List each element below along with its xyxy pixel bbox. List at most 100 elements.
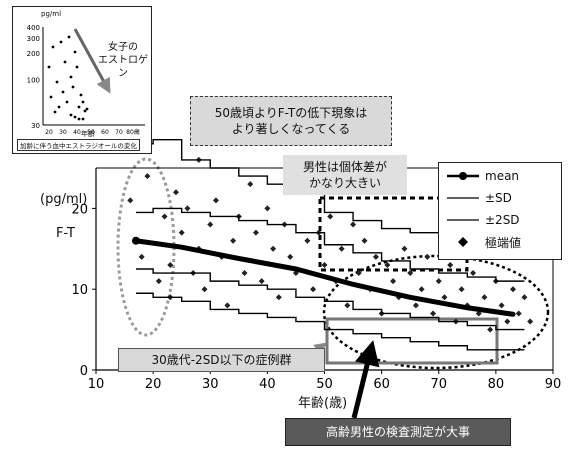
scatter-point: [372, 253, 379, 260]
scatter-point: [338, 245, 345, 252]
legend-mean-icon: [447, 172, 479, 180]
scatter-point: [350, 221, 357, 228]
x-tick-label: 80: [488, 377, 505, 392]
sd-lower-line: [135, 268, 525, 331]
legend-item-mean: mean: [445, 167, 519, 185]
scatter-point: [412, 302, 419, 309]
inset-point: [65, 100, 69, 104]
scatter-point: [361, 237, 368, 244]
inset-point: [61, 90, 65, 94]
inset-point: [73, 50, 77, 54]
scatter-point: [418, 286, 425, 293]
inset-point: [77, 117, 81, 121]
scatter-point: [207, 221, 214, 228]
inset-point: [73, 115, 77, 119]
scatter-point: [252, 229, 259, 236]
mean-series-line: [133, 238, 516, 317]
scatter-point: [521, 294, 528, 301]
inset-y-tick: 400: [27, 24, 40, 32]
inset-x-tick: 50: [87, 129, 95, 136]
legend-item-extreme: 極端値: [445, 233, 521, 251]
inset-x-label: 年齢: [81, 130, 95, 138]
x-tick-label: 20: [145, 377, 162, 392]
chart-legend: mean ±SD ±2SD 極端値: [438, 162, 562, 260]
inset-caption: 加齢に伴う血中エストラジオールの変化: [17, 139, 140, 151]
inset-y-tick: 30: [31, 122, 40, 130]
scatter-point: [355, 270, 362, 277]
legend-diamond-icon: [458, 237, 468, 247]
inset-y-tick: 300: [27, 35, 40, 43]
scatter-point: [224, 302, 231, 309]
scatter-point: [161, 213, 168, 220]
legend-sd-icon: [447, 197, 479, 199]
mean-start-marker: [131, 236, 140, 245]
inset-y-tick: 100: [27, 76, 40, 84]
annotation-decline: 50歳頃よりF-Tの低下現象は より著しくなってくる: [190, 96, 392, 146]
inset-x-tick: 20: [45, 129, 53, 136]
sd2-lower-line: [135, 292, 525, 351]
inset-y-tick: 200: [27, 50, 40, 58]
scatter-point: [201, 286, 208, 293]
inset-point: [69, 113, 73, 117]
scatter-point: [144, 173, 151, 180]
scatter-point: [407, 270, 414, 277]
scatter-point: [481, 294, 488, 301]
legend-2sd-icon: [447, 219, 479, 221]
scatter-point: [458, 286, 465, 293]
scatter-point: [167, 261, 174, 268]
scatter-point: [401, 245, 408, 252]
scatter-point: [498, 302, 505, 309]
scatter-point: [172, 189, 179, 196]
scatter-point: [510, 286, 517, 293]
scatter-point: [390, 278, 397, 285]
inset-point: [59, 40, 63, 44]
inset-plot: 30 100 200 300 400 20 30 40 50 60 70 80歳: [27, 24, 145, 136]
scatter-point: [424, 253, 431, 260]
scatter-point: [384, 261, 391, 268]
scatter-point: [430, 310, 437, 317]
x-tick-label: 60: [373, 377, 390, 392]
x-tick-label: 70: [430, 377, 447, 392]
mean-line: [131, 236, 516, 317]
scatter-point: [241, 270, 248, 277]
scatter-points: [127, 156, 534, 333]
inset-point: [81, 117, 85, 121]
scatter-point: [230, 237, 237, 244]
scatter-point: [212, 197, 219, 204]
sd-upper-line: [135, 207, 525, 282]
inset-y-unit: pg/ml: [41, 10, 62, 18]
scatter-point: [184, 205, 191, 212]
scatter-point: [504, 318, 511, 325]
x-axis-title: 年齢(歳): [298, 396, 348, 411]
inset-estrogen-chart: 30 100 200 300 400 20 30 40 50 60 70 80歳 pg/ml 女子の …: [12, 6, 152, 154]
scatter-point: [264, 205, 271, 212]
elderly-region-box: [325, 317, 499, 365]
y-tick-label: 10: [71, 283, 88, 298]
scatter-point: [247, 181, 254, 188]
inset-decline-arrow: [73, 28, 111, 94]
elderly-ellipse: [322, 254, 550, 370]
scatter-point: [127, 197, 134, 204]
scatter-point: [304, 237, 311, 244]
y-unit-label: (pg/ml): [40, 192, 88, 207]
x-tick-label: 90: [545, 377, 562, 392]
inset-point: [81, 100, 85, 104]
inset-point: [51, 45, 55, 49]
scatter-point: [527, 318, 534, 325]
scatter-point: [138, 253, 145, 260]
x-tick-label: 10: [88, 377, 105, 392]
scatter-point: [487, 326, 494, 333]
scatter-point: [275, 294, 282, 301]
scatter-point: [441, 294, 448, 301]
scatter-point: [321, 261, 328, 268]
scatter-point: [344, 302, 351, 309]
scatter-point: [178, 229, 185, 236]
scatter-point: [327, 213, 334, 220]
inset-point: [63, 60, 67, 64]
scatter-point: [447, 261, 454, 268]
scatter-point: [270, 245, 277, 252]
inset-point: [57, 105, 61, 109]
inset-point: [53, 110, 57, 114]
